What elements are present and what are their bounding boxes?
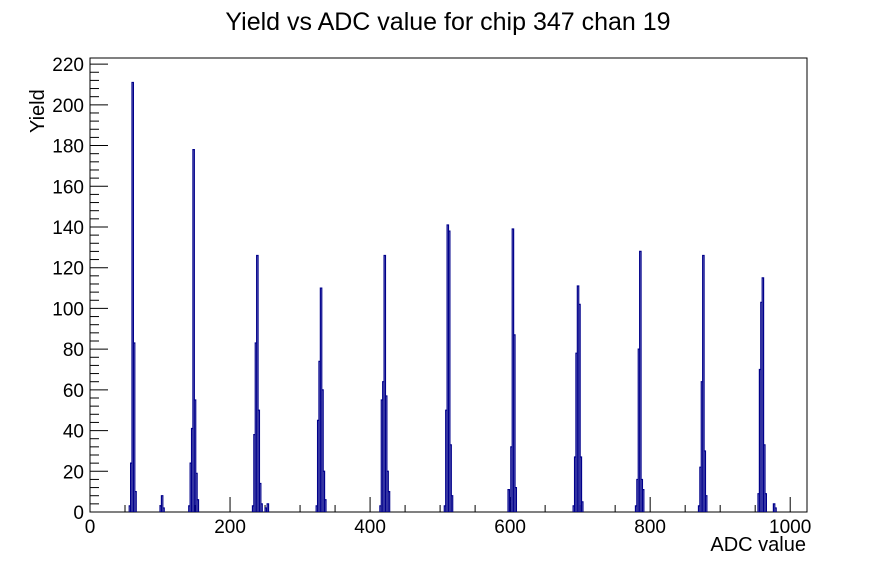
y-tick-label: 140 — [52, 218, 84, 239]
x-tick-label: 400 — [354, 517, 386, 538]
x-tick-label: 800 — [634, 517, 666, 538]
x-tick-label: 1000 — [769, 517, 811, 538]
x-tick-label: 600 — [494, 517, 526, 538]
y-tick-label: 220 — [52, 55, 84, 76]
y-axis: 0 20 40 60 80 100 120 140 160 180 200 220 — [52, 55, 108, 524]
y-tick-label: 40 — [63, 422, 84, 443]
histogram-series — [128, 81, 777, 512]
y-tick-label: 180 — [52, 137, 84, 158]
y-tick-label: 0 — [73, 503, 84, 524]
x-axis: 0 200 400 600 800 1000 — [85, 497, 811, 538]
y-tick-label: 200 — [52, 96, 84, 117]
y-tick-label: 120 — [52, 259, 84, 280]
y-tick-label: 160 — [52, 177, 84, 198]
y-tick-label: 20 — [63, 462, 84, 483]
y-tick-label: 100 — [52, 299, 84, 320]
y-tick-label: 60 — [63, 381, 84, 402]
x-tick-label: 0 — [85, 517, 96, 538]
y-axis-title: Yield — [27, 89, 49, 133]
x-tick-label: 200 — [214, 517, 246, 538]
histogram-path — [128, 81, 777, 512]
x-axis-title: ADC value — [710, 534, 806, 556]
y-tick-label: 80 — [63, 340, 84, 361]
chart-title: Yield vs ADC value for chip 347 chan 19 — [225, 8, 671, 36]
